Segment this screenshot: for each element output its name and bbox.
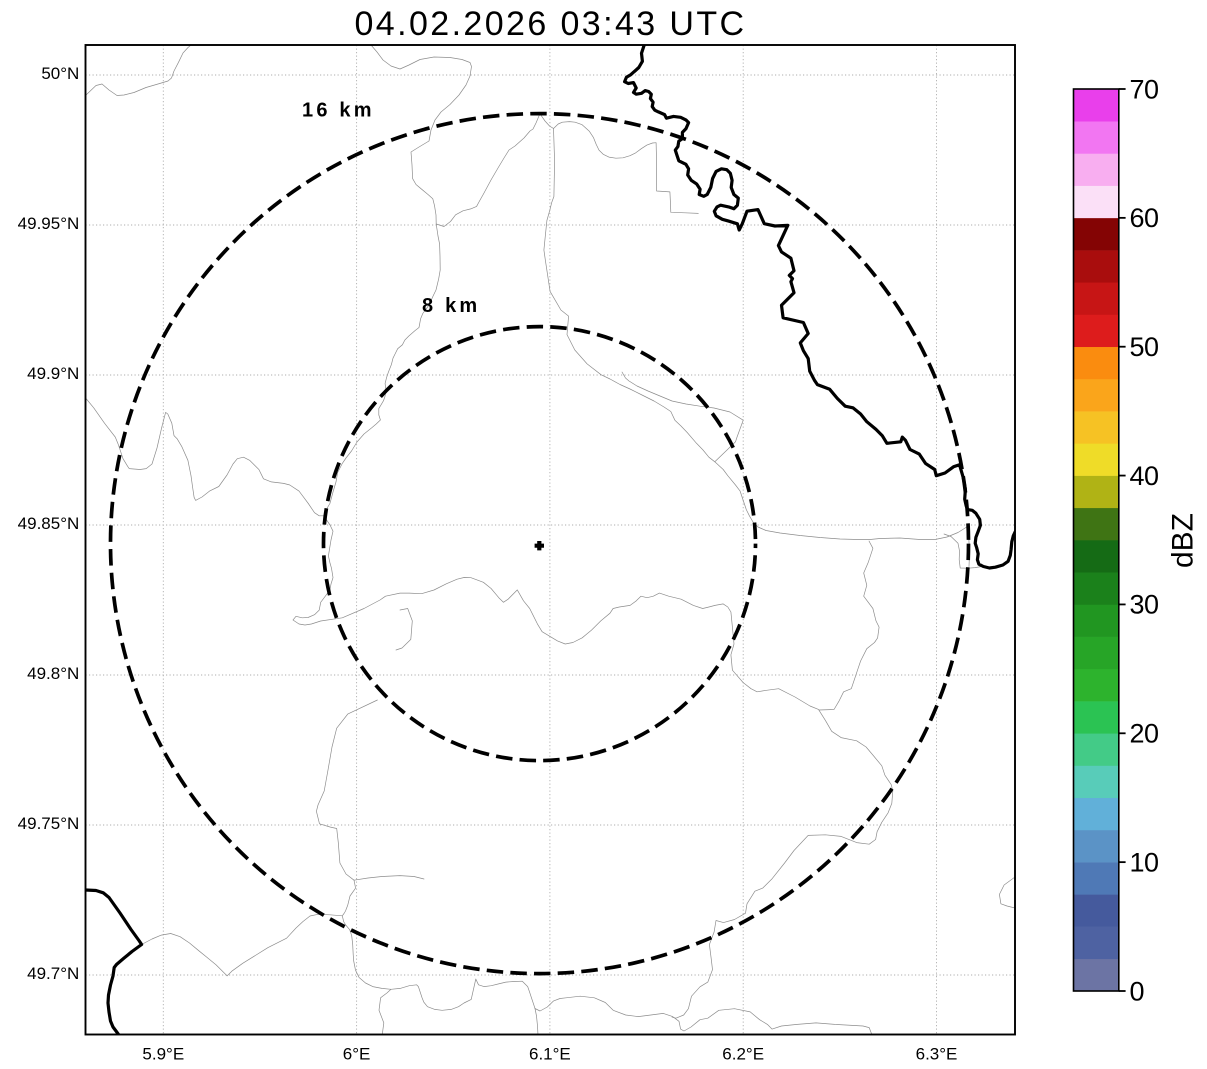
svg-text:50°N: 50°N bbox=[41, 64, 79, 83]
svg-text:40: 40 bbox=[1130, 461, 1159, 491]
svg-text:49.7°N: 49.7°N bbox=[27, 964, 79, 983]
svg-text:16 km: 16 km bbox=[302, 100, 375, 122]
svg-text:8 km: 8 km bbox=[422, 295, 480, 317]
svg-text:49.85°N: 49.85°N bbox=[18, 514, 80, 533]
svg-text:6.1°E: 6.1°E bbox=[529, 1045, 571, 1064]
svg-text:49.8°N: 49.8°N bbox=[27, 664, 79, 683]
svg-text:70: 70 bbox=[1130, 74, 1159, 104]
svg-text:60: 60 bbox=[1130, 203, 1159, 233]
svg-text:49.9°N: 49.9°N bbox=[27, 364, 79, 383]
svg-text:20: 20 bbox=[1130, 719, 1159, 749]
svg-text:6.3°E: 6.3°E bbox=[916, 1045, 958, 1064]
svg-text:6.2°E: 6.2°E bbox=[722, 1045, 764, 1064]
svg-text:5.9°E: 5.9°E bbox=[142, 1045, 184, 1064]
svg-text:30: 30 bbox=[1130, 590, 1159, 620]
svg-text:49.75°N: 49.75°N bbox=[18, 814, 80, 833]
svg-text:6°E: 6°E bbox=[343, 1045, 371, 1064]
svg-text:0: 0 bbox=[1130, 976, 1145, 1006]
svg-text:49.95°N: 49.95°N bbox=[18, 214, 80, 233]
svg-text:50: 50 bbox=[1130, 332, 1159, 362]
svg-text:dBZ: dBZ bbox=[1167, 513, 1200, 568]
svg-text:10: 10 bbox=[1130, 847, 1159, 877]
svg-text:04.02.2026 03:43 UTC: 04.02.2026 03:43 UTC bbox=[354, 5, 746, 43]
